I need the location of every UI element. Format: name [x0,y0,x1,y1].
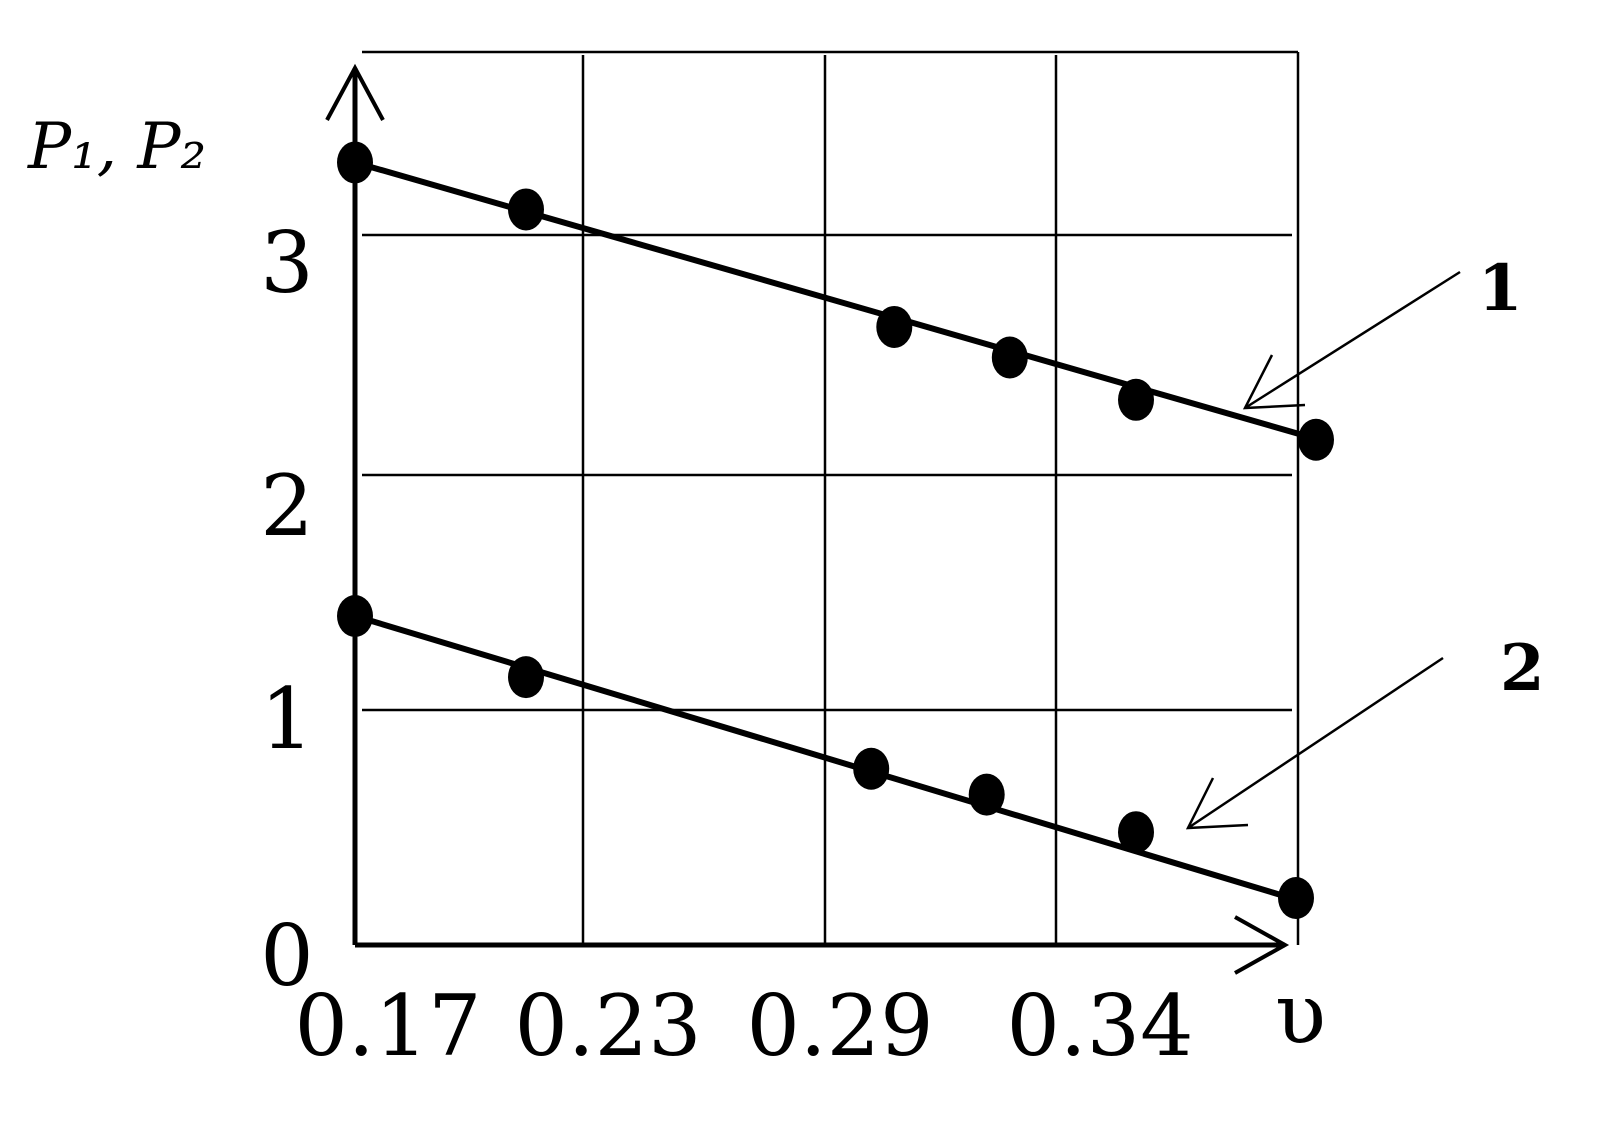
y-tick-label: 2 [260,457,313,555]
series-1-point [508,188,544,231]
y-tick-label: 0 [260,907,313,1005]
series-layer [337,141,1334,919]
series-2-annotation: 2 [1185,631,1545,830]
x-tick-label: 0.34 [1006,977,1193,1075]
series-1-point [1298,418,1334,461]
series-1-point [876,305,913,348]
axes [325,63,1290,975]
series-2-point [508,656,544,699]
series-2-point [968,773,1005,816]
series-2-pointer-arrowhead [1185,777,1249,830]
series-1-pointer-arrowhead [1242,354,1306,410]
series-1-line [352,159,1333,446]
series-1-point [337,141,373,184]
series-2-point [337,595,373,637]
x-tick-label: 0.29 [746,977,933,1075]
y-axis-arrow [325,63,385,121]
x-tick-label: 0.17 [294,977,481,1075]
x-tick-label: 0.23 [514,977,701,1075]
series-2-line [352,613,1313,907]
grid [362,50,1300,945]
series-2-point [1118,811,1154,854]
tick-labels: 0.17 0.23 0.29 0.34 0 1 2 3 [260,214,1193,1075]
series-1-annotation: 1 [1242,251,1523,410]
series-1-label: 1 [1478,251,1523,326]
series-2-label: 2 [1500,631,1545,706]
series-2-pointer-line [1187,656,1444,830]
series-2-point [1278,877,1314,919]
y-axis-label: P₁, P₂ [27,110,206,184]
x-axis-label: υ [1275,965,1326,1063]
series-1-point [991,336,1028,379]
y-tick-label: 3 [260,214,313,312]
series-1-point [1118,378,1154,421]
series-2-point [853,747,890,790]
series-1-pointer-line [1244,270,1461,410]
x-axis-arrow [1234,915,1290,975]
y-tick-label: 1 [260,670,313,768]
